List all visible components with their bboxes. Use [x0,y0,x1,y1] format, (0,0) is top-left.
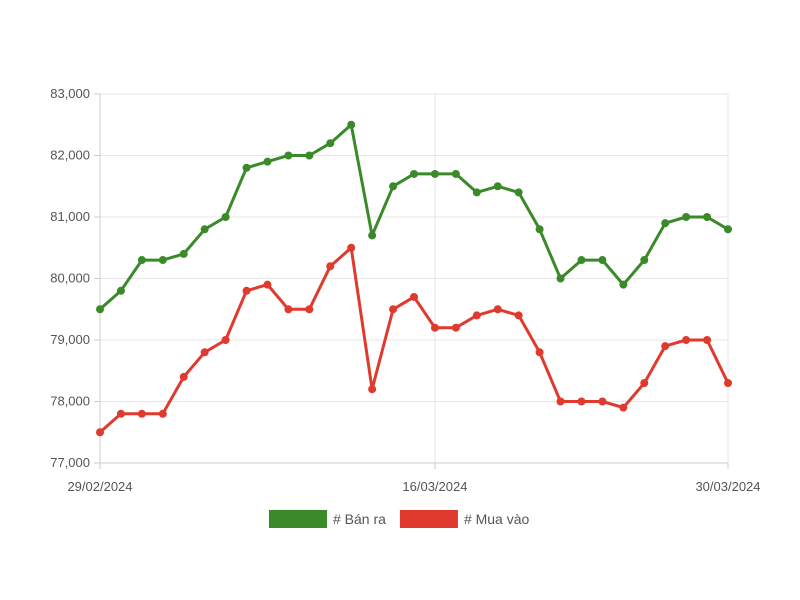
data-point[interactable] [703,213,712,221]
data-point[interactable] [263,157,272,166]
data-point[interactable] [116,409,125,418]
data-point[interactable] [556,397,565,406]
x-tick-label: 16/03/2024 [402,479,467,494]
data-point[interactable] [179,249,188,258]
data-point[interactable] [472,188,481,197]
data-point[interactable] [430,169,439,178]
data-point[interactable] [724,225,732,234]
legend-item-0[interactable]: # Bán ra [269,510,386,528]
data-point[interactable] [598,397,607,406]
data-point[interactable] [200,225,209,234]
data-point[interactable] [284,151,293,160]
data-point[interactable] [410,292,418,301]
data-point[interactable] [368,385,377,394]
x-tick-label: 29/02/2024 [67,479,132,494]
data-point[interactable] [242,163,251,172]
y-tick-label: 79,000 [50,332,90,347]
data-point[interactable] [514,188,523,197]
legend-label: # Mua vào [464,511,530,527]
y-tick-label: 78,000 [50,394,90,409]
data-point[interactable] [410,169,418,178]
data-point[interactable] [556,274,565,283]
data-point[interactable] [451,169,460,178]
data-point[interactable] [451,323,460,332]
legend[interactable]: # Bán ra # Mua vào [269,510,530,528]
data-point[interactable] [389,305,398,314]
legend-item-1[interactable]: # Mua vào [399,510,530,528]
data-point[interactable] [430,323,439,332]
data-point[interactable] [347,120,356,129]
data-point[interactable] [368,231,377,240]
data-point[interactable] [389,182,398,191]
data-point[interactable] [326,262,335,271]
legend-label: # Bán ra [333,511,386,527]
data-point[interactable] [598,256,607,265]
data-point[interactable] [305,305,314,314]
data-point[interactable] [535,348,544,357]
legend-swatch [399,510,458,528]
data-point[interactable] [347,243,356,252]
data-point[interactable] [96,428,104,437]
data-point[interactable] [137,409,146,418]
data-point[interactable] [305,151,314,160]
data-point[interactable] [326,139,335,148]
data-point[interactable] [640,379,649,388]
data-point[interactable] [514,311,523,320]
y-tick-label: 83,000 [50,86,90,101]
data-point[interactable] [682,213,691,221]
data-point[interactable] [221,213,230,221]
data-point[interactable] [96,305,104,314]
x-tick-label: 30/03/2024 [695,479,760,494]
y-tick-label: 82,000 [50,148,90,163]
x-axis-ticks: 29/02/2024 16/03/2024 30/03/2024 [67,463,761,494]
data-point[interactable] [619,280,628,289]
data-point[interactable] [242,286,251,295]
y-tick-label: 80,000 [50,271,90,286]
series-points [96,120,732,437]
data-point[interactable] [472,311,481,320]
y-tick-label: 81,000 [50,209,90,224]
grid [99,93,729,464]
data-point[interactable] [577,256,586,265]
data-point[interactable] [577,397,586,406]
data-point[interactable] [116,286,125,295]
legend-swatch [269,510,327,528]
data-point[interactable] [284,305,293,314]
data-point[interactable] [137,256,146,265]
data-point[interactable] [158,256,167,265]
data-point[interactable] [221,336,230,344]
y-tick-label: 77,000 [50,455,90,470]
data-point[interactable] [158,409,167,418]
data-point[interactable] [661,219,670,228]
data-point[interactable] [682,336,691,344]
data-point[interactable] [493,305,502,314]
data-point[interactable] [200,348,209,357]
data-point[interactable] [619,403,628,412]
data-point[interactable] [703,336,712,344]
data-point[interactable] [179,372,188,381]
data-point[interactable] [493,182,502,191]
data-point[interactable] [661,342,670,351]
data-point[interactable] [535,225,544,234]
data-point[interactable] [724,379,732,388]
data-point[interactable] [263,280,272,289]
data-point[interactable] [640,256,649,265]
y-axis-ticks: 77,000 78,000 79,000 80,000 81,000 82,000 83,0… [50,86,100,470]
